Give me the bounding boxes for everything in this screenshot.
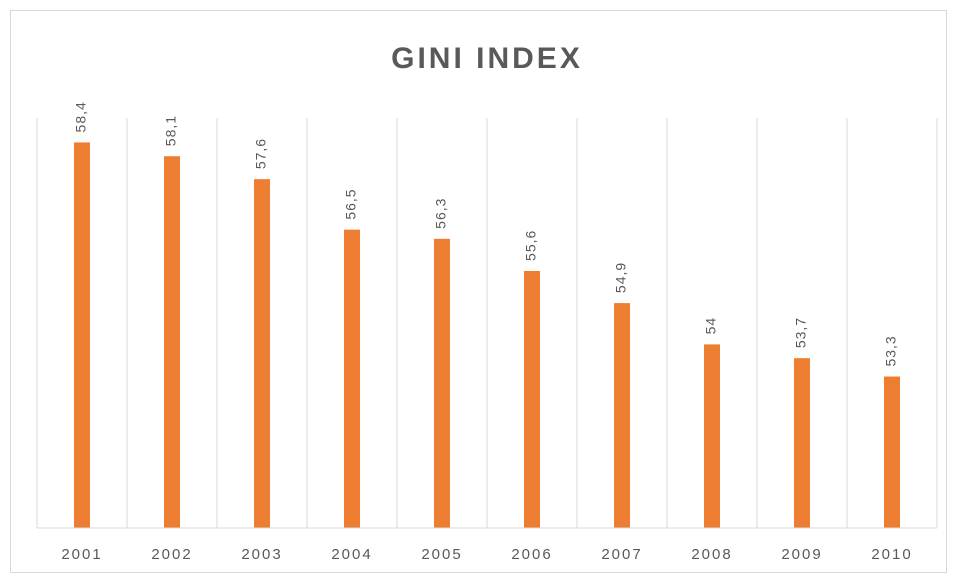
x-tick-label: 2002 (151, 546, 192, 563)
x-tick-label: 2008 (691, 546, 732, 563)
x-tick-label: 2010 (871, 546, 912, 563)
bar (614, 303, 630, 528)
data-label: 54,9 (613, 262, 629, 293)
data-label: 56,5 (343, 188, 359, 219)
x-tick-label: 2004 (331, 546, 372, 563)
x-tick-label: 2005 (421, 546, 462, 563)
bar (434, 238, 450, 528)
data-label: 53,3 (883, 335, 899, 366)
data-label: 58,1 (163, 115, 179, 146)
data-label: 55,6 (523, 230, 539, 261)
x-tick-label: 2003 (241, 546, 282, 563)
data-label: 54 (703, 317, 719, 335)
bar (164, 156, 180, 528)
x-tick-label: 2007 (601, 546, 642, 563)
data-label: 53,7 (793, 317, 809, 348)
data-label: 57,6 (253, 138, 269, 169)
data-label: 56,3 (433, 198, 449, 229)
data-label: 58,4 (73, 101, 89, 132)
bar (254, 179, 270, 528)
bar (344, 229, 360, 528)
x-tick-label: 2009 (781, 546, 822, 563)
bar (74, 142, 90, 528)
bar (704, 344, 720, 528)
chart-title: GINI INDEX (391, 42, 583, 75)
x-tick-label: 2001 (61, 546, 102, 563)
bar (524, 270, 540, 528)
bar (794, 358, 810, 528)
x-tick-label: 2006 (511, 546, 552, 563)
bar (884, 376, 900, 528)
